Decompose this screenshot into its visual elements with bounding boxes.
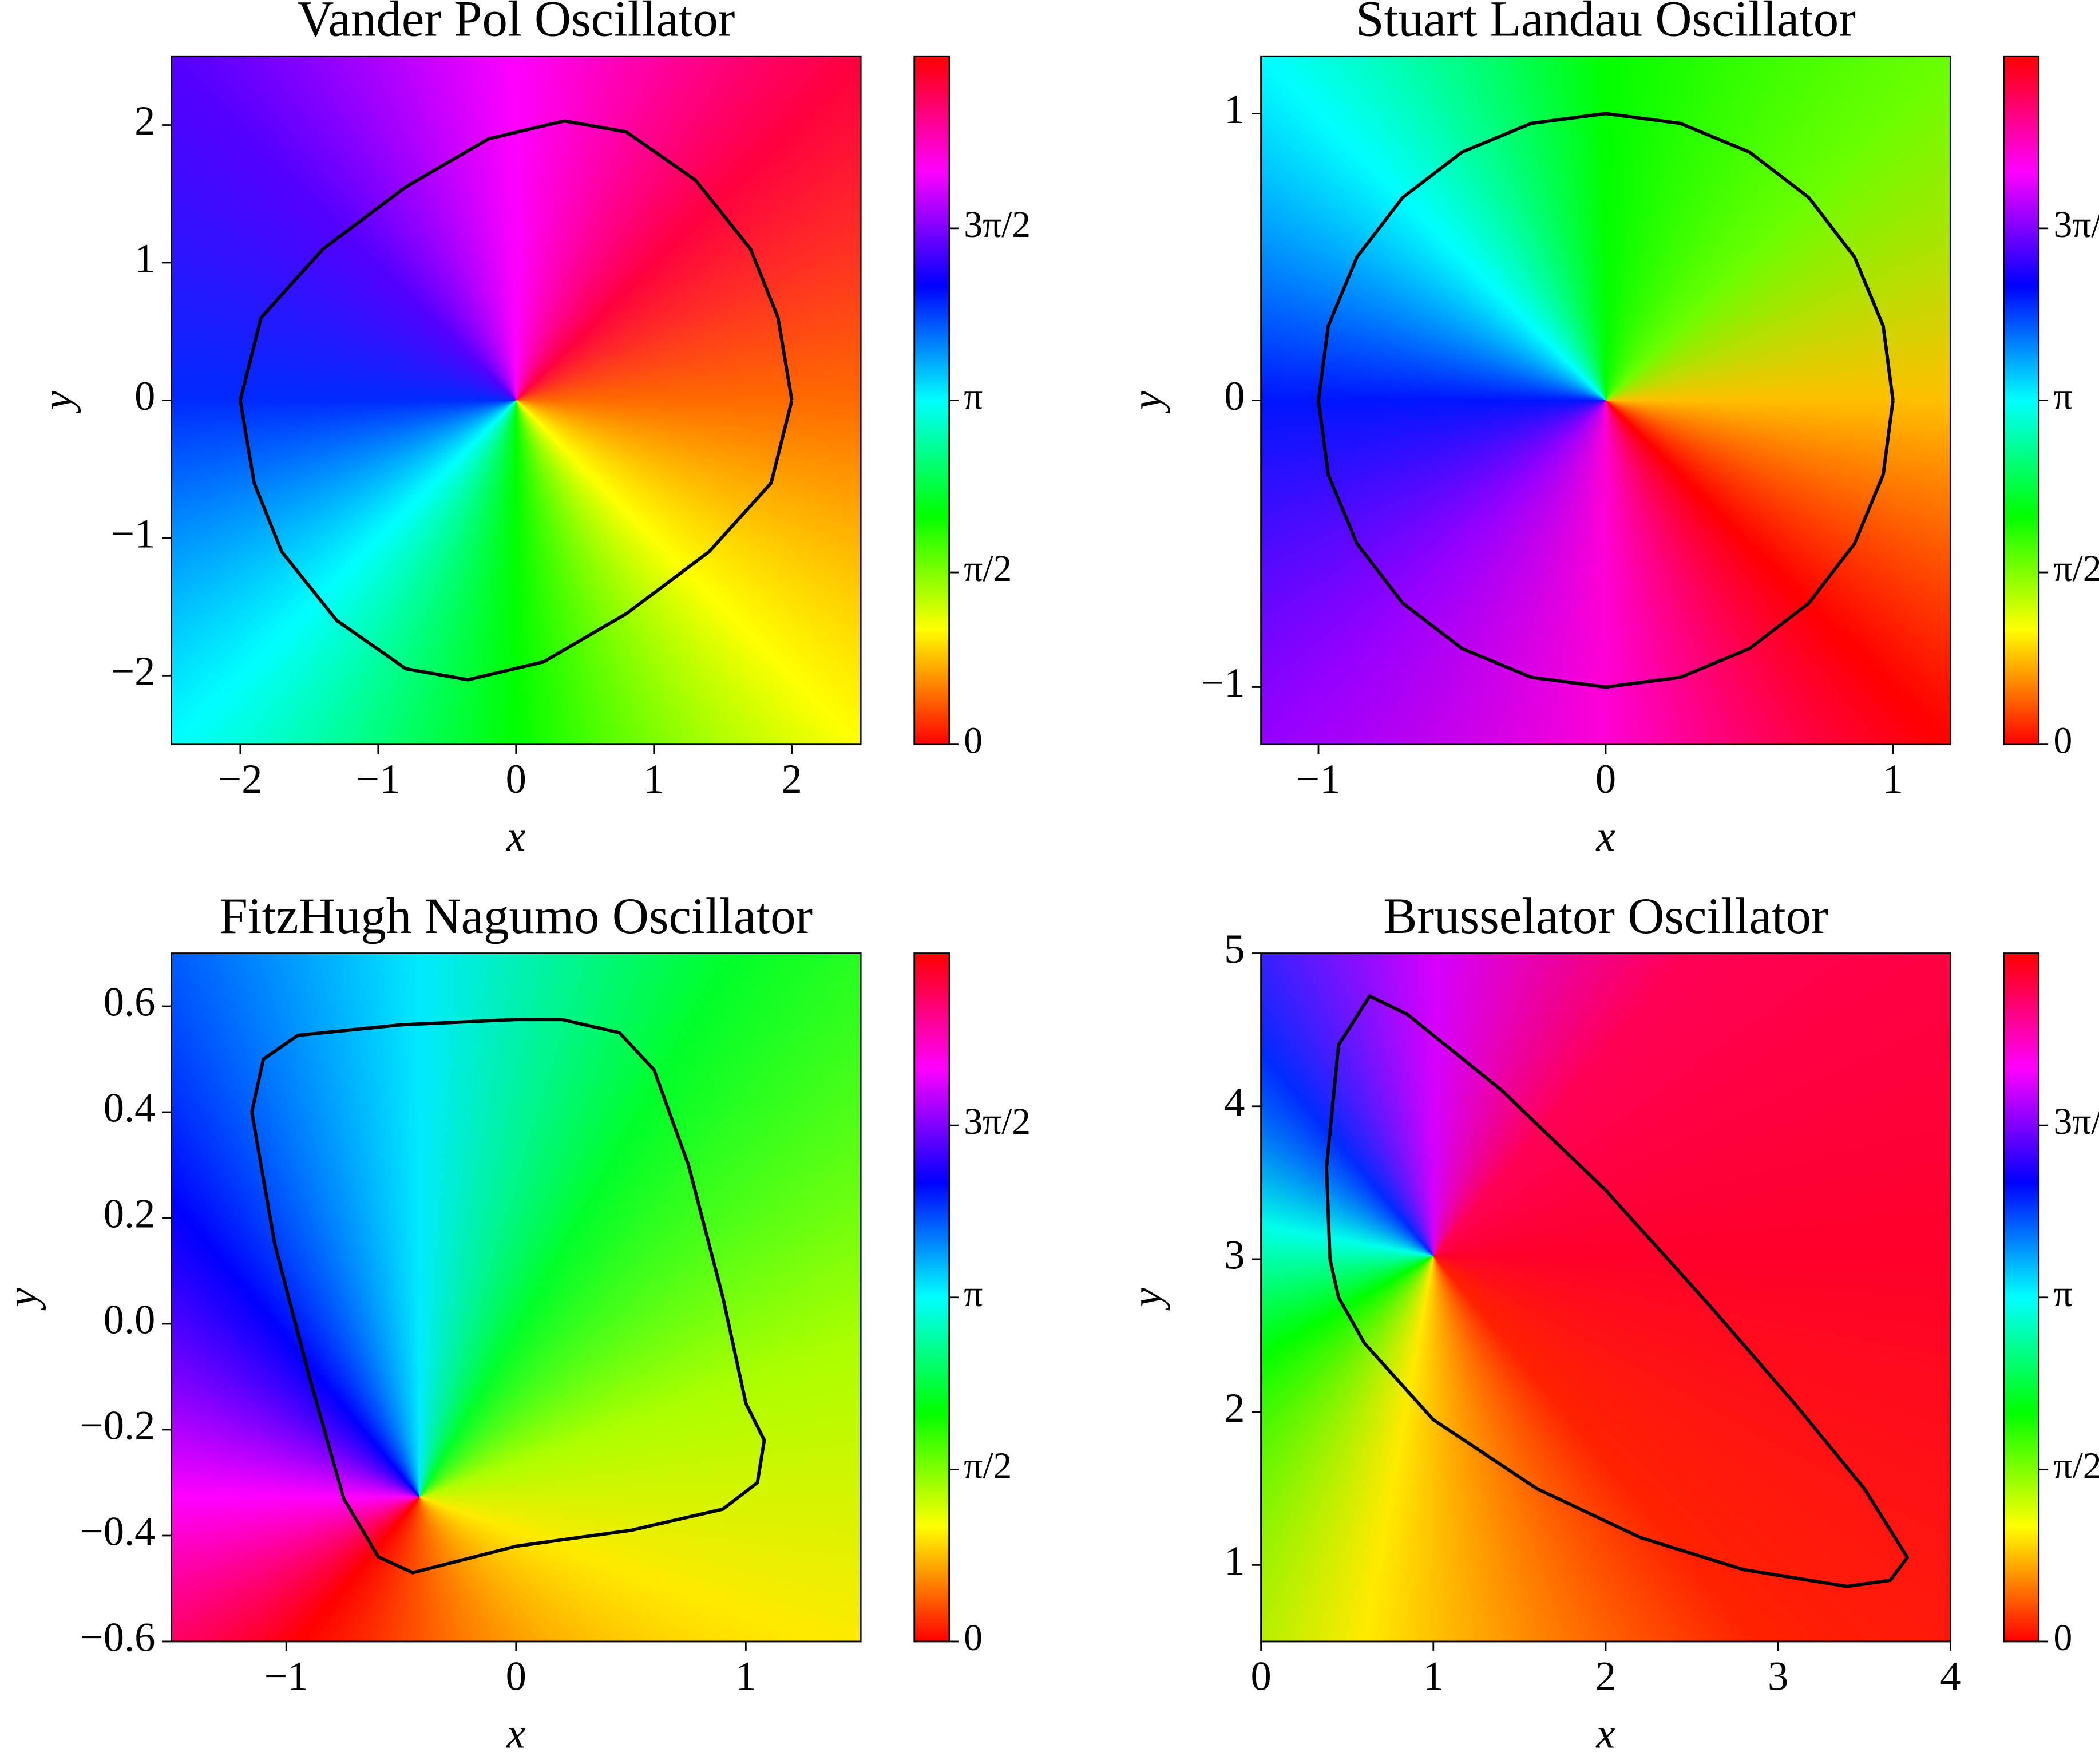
colorbar-tick-label: π/2 [964,548,1012,590]
colorbar-tick-label: 3π/2 [964,1101,1031,1142]
colorbar-tick-label: 0 [2053,721,2072,762]
x-tick-label: 3 [1768,1652,1788,1699]
x-tick-label: 0 [1595,756,1616,802]
y-tick-label: 1 [1224,1537,1245,1584]
chart-title: FitzHugh Nagumo Oscillator [219,888,813,944]
y-tick-label: 1 [1224,86,1245,132]
chart-title: Vander Pol Oscillator [297,0,735,48]
y-tick-label: 4 [1224,1078,1245,1125]
y-axis-label: y [1123,1287,1171,1311]
y-tick-label: 1 [134,235,155,282]
colorbar [2003,56,2039,745]
x-tick-label: −1 [356,756,400,802]
colorbar-tick-label: π/2 [2053,548,2099,590]
limit-cycle [1325,994,1909,1588]
x-tick-label: −1 [264,1652,308,1699]
chart-title: Stuart Landau Oscillator [1356,0,1856,48]
x-tick-label: 1 [1423,1652,1444,1699]
y-tick-label: 0.4 [104,1085,156,1131]
colorbar-tick-label: π [964,1273,983,1315]
y-tick-label: 0.2 [104,1190,156,1237]
x-axis-label: x [1595,813,1615,860]
y-tick-label: 5 [1224,925,1245,972]
y-tick-label: 0.6 [104,979,156,1025]
colorbar-tick-label: 0 [964,1617,983,1659]
x-tick-label: 1 [735,1652,756,1699]
colorbar-tick-label: π/2 [964,1445,1012,1486]
phase-background [1261,953,1951,1642]
colorbar-tick-label: π [964,376,983,417]
y-tick-label: 2 [134,97,155,144]
x-tick-label: 2 [1595,1652,1616,1699]
x-tick-label: 0 [506,756,526,802]
limit-cycle [238,119,794,682]
x-tick-label: 1 [644,756,664,802]
x-tick-label: 4 [1940,1652,1961,1699]
y-tick-label: 3 [1224,1232,1245,1278]
x-tick-label: 0 [506,1652,526,1699]
limit-cycle [250,1018,766,1575]
colorbar-tick-label: 3π/2 [2053,1101,2099,1142]
phase-background [171,56,861,745]
y-tick-label: 0 [1224,373,1245,419]
colorbar-tick-label: 0 [2053,1617,2072,1659]
y-tick-label: −1 [111,511,155,557]
y-axis-label: y [0,1287,46,1311]
y-tick-label: −0.6 [80,1614,156,1660]
x-axis-label: x [1595,1710,1615,1758]
y-axis-label: y [34,390,81,414]
y-tick-label: −1 [1201,659,1245,706]
colorbar-tick-label: π [2053,1273,2072,1315]
phase-background [171,953,861,1642]
x-tick-label: 1 [1883,756,1903,802]
y-tick-label: 2 [1224,1385,1245,1431]
x-tick-label: −1 [1296,756,1340,802]
colorbar-tick-label: π/2 [2053,1445,2099,1486]
x-axis-label: x [506,813,525,860]
colorbar-tick-label: π [2053,376,2072,417]
colorbar [914,953,949,1642]
y-tick-label: −2 [111,648,155,694]
y-axis-label: y [1123,390,1171,414]
y-tick-label: −0.2 [80,1402,156,1449]
colorbar [2003,953,2039,1642]
x-tick-label: 2 [782,756,802,802]
y-tick-label: 0 [134,373,155,419]
y-tick-label: 0.0 [104,1296,156,1343]
x-tick-label: −2 [218,756,262,802]
chart-title: Brusselator Oscillator [1383,888,1828,944]
colorbar-tick-label: 0 [964,721,983,762]
phase-background [1261,56,1951,745]
colorbar [914,56,949,745]
limit-cycle [1317,112,1895,689]
y-tick-label: −0.4 [80,1508,156,1555]
colorbar-tick-label: 3π/2 [2053,204,2099,246]
x-tick-label: 0 [1250,1652,1271,1699]
x-axis-label: x [506,1710,525,1758]
colorbar-tick-label: 3π/2 [964,204,1031,246]
